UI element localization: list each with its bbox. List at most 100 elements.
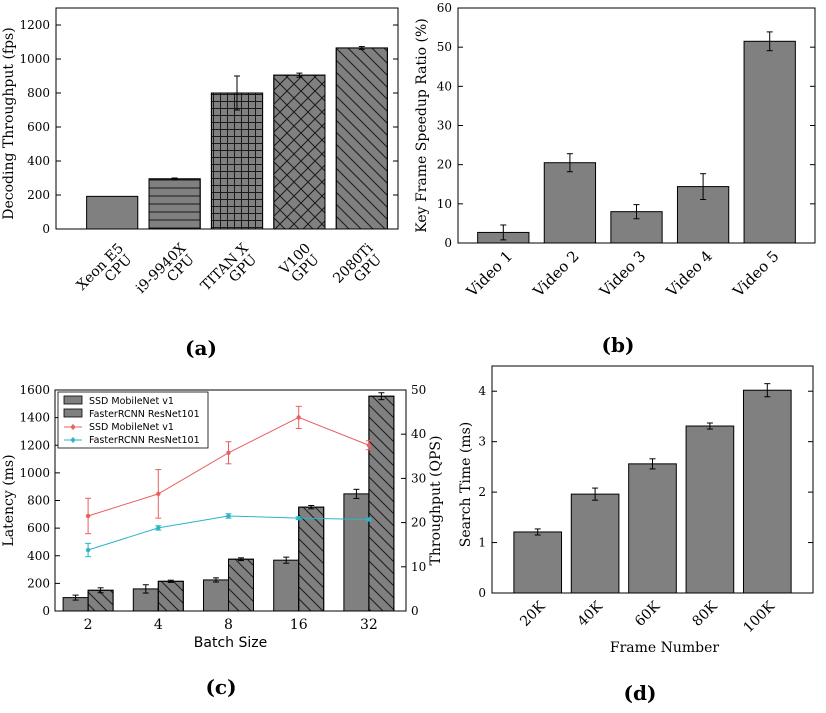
legend-swatch xyxy=(63,408,83,418)
ytick-label-left: 1600 xyxy=(19,383,50,397)
ytick-label-b: 40 xyxy=(437,79,452,93)
xtick-label: 100K xyxy=(741,598,779,636)
legend-label: FasterRCNN ResNet101 xyxy=(89,409,200,420)
xtick-label: 20K xyxy=(517,598,549,630)
y-axis-label: Key Frame Speedup Ratio (%) xyxy=(414,18,430,232)
bar-hatch xyxy=(335,47,388,230)
legend-label: SSD MobileNet v1 xyxy=(89,396,174,407)
bar-hatch xyxy=(210,92,264,230)
bar-hatch xyxy=(273,74,326,230)
line-point xyxy=(85,513,91,519)
ytick-label-b: 10 xyxy=(437,197,452,211)
line-point xyxy=(85,547,91,553)
legend-box xyxy=(57,391,209,449)
line-point xyxy=(296,515,301,521)
line-point xyxy=(156,525,161,531)
y-axis-label: Decoding Throughput (fps) xyxy=(1,27,17,219)
chart-c: 0 200 400 600 800 1000 1200 1400 1600 0 10 20 30 40 50… xyxy=(1,383,444,699)
ytick-label-left: 200 xyxy=(27,576,50,590)
legend-swatch xyxy=(63,395,83,405)
ytick-label-a: 600 xyxy=(27,120,50,134)
panel-label: (a) xyxy=(185,336,217,360)
xtick-label: 60K xyxy=(632,598,664,630)
bar-hatch xyxy=(298,506,325,612)
ytick-label-b: 30 xyxy=(437,119,452,133)
plot-frame-a xyxy=(55,7,399,230)
xtick-label: 40K xyxy=(575,598,607,630)
xtick-label: Xeon E5CPU xyxy=(74,240,137,303)
ytick-label-d: 2 xyxy=(478,485,486,499)
xtick-label: Video 3 xyxy=(595,247,649,301)
xtick-label: Video 4 xyxy=(662,247,716,301)
ytick-label-b: 0 xyxy=(444,236,452,250)
bar xyxy=(86,195,139,230)
ytick-label-right: 0 xyxy=(411,604,419,618)
bar xyxy=(543,162,597,244)
y-axis-label-right: Throughput (QPS) xyxy=(428,436,444,566)
xtick-label: 2080TiGPU xyxy=(330,240,387,297)
line-point xyxy=(156,491,161,497)
xtick-label: Video 2 xyxy=(529,247,583,301)
line-series-frcnn xyxy=(87,515,369,551)
ytick-label-a: 400 xyxy=(27,154,50,168)
xtick-label: 16 xyxy=(290,617,308,633)
bar xyxy=(513,531,563,594)
line-point xyxy=(366,517,372,522)
xtick-label: i9-9940XCPU xyxy=(133,240,199,306)
bar-ssd xyxy=(343,493,370,612)
bar-hatch xyxy=(148,178,201,230)
bar xyxy=(570,493,620,594)
bar xyxy=(743,40,796,244)
bar xyxy=(628,463,677,594)
y-axis-label: Search Time (ms) xyxy=(458,422,474,547)
ytick-label-a: 1000 xyxy=(19,52,50,66)
ytick-label-left: 1000 xyxy=(19,466,50,480)
line-point xyxy=(296,415,301,420)
ytick-label-d: 4 xyxy=(478,384,486,398)
bar xyxy=(685,425,735,594)
line-point xyxy=(366,443,372,448)
xtick-label: 8 xyxy=(224,617,233,633)
bar-ssd xyxy=(273,559,300,612)
xtick-label: 4 xyxy=(154,617,163,633)
x-axis-label: Frame Number xyxy=(610,640,720,656)
panel-label: (b) xyxy=(602,333,635,357)
legend-label: SSD MobileNet v1 xyxy=(89,422,174,433)
xtick-label: TITAN XGPU xyxy=(198,240,262,304)
bar-hatch xyxy=(368,395,395,612)
ytick-label-left: 0 xyxy=(42,604,50,618)
xtick-label: Video 5 xyxy=(729,247,783,301)
xtick-label: 2 xyxy=(84,617,93,633)
ytick-label-left: 400 xyxy=(27,549,50,563)
bar-ssd xyxy=(203,579,229,612)
y-axis-label: Latency (ms) xyxy=(1,454,17,546)
ytick-label-a: 0 xyxy=(42,222,50,236)
ytick-label-a: 800 xyxy=(27,86,50,100)
ytick-label-a: 1200 xyxy=(19,18,50,32)
ytick-label-right: 40 xyxy=(411,427,426,441)
line-point xyxy=(226,513,231,519)
ytick-label-b: 60 xyxy=(437,1,452,15)
ytick-label-d: 0 xyxy=(478,586,486,600)
ytick-label-left: 800 xyxy=(27,494,50,508)
ytick-label-right: 30 xyxy=(411,471,426,485)
bar-hatch xyxy=(87,589,114,612)
legend: SSD MobileNet v1 FasterRCNN ResNet101 SSD … xyxy=(57,391,209,449)
xtick-label: Video 1 xyxy=(462,247,516,301)
ytick-label-right: 50 xyxy=(411,383,426,397)
bar-hatch xyxy=(157,580,184,612)
ytick-label-b: 20 xyxy=(437,158,452,172)
ytick-label-left: 1200 xyxy=(19,438,50,452)
xtick-label: V100GPU xyxy=(276,240,324,288)
ytick-label-b: 50 xyxy=(437,40,452,54)
ytick-label-right: 10 xyxy=(411,560,426,574)
ytick-label-d: 1 xyxy=(478,536,486,550)
panel-label: (c) xyxy=(205,675,236,699)
ytick-label-left: 600 xyxy=(27,521,50,535)
bar xyxy=(742,389,792,594)
legend-marker xyxy=(71,438,75,442)
plot-frame-d xyxy=(491,365,814,594)
legend-marker xyxy=(71,425,75,429)
